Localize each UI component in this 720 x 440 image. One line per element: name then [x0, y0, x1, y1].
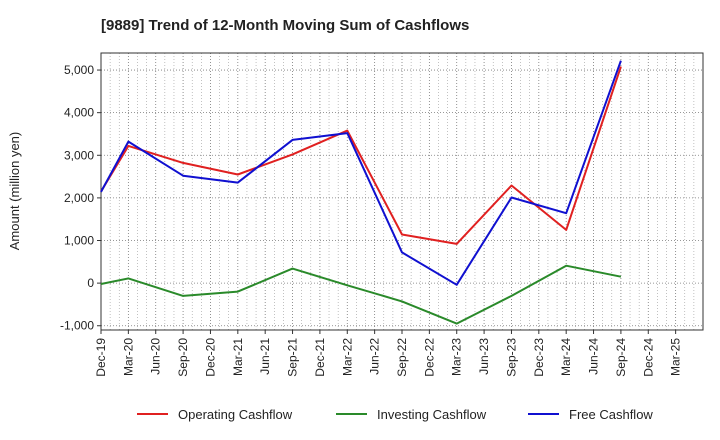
- x-tick-label: Dec-22: [422, 338, 436, 377]
- x-tick-label: Jun-24: [587, 338, 601, 375]
- y-tick-label: 0: [87, 276, 94, 290]
- y-tick-label: 1,000: [64, 234, 94, 248]
- y-tick-label: 3,000: [64, 148, 94, 162]
- x-tick-label: Jun-23: [477, 338, 491, 375]
- x-tick-label: Dec-24: [641, 338, 655, 377]
- x-tick-label: Sep-20: [176, 338, 190, 377]
- x-tick-label: Mar-23: [450, 338, 464, 376]
- x-tick-label: Mar-21: [231, 338, 245, 376]
- x-tick-label: Mar-20: [121, 338, 135, 376]
- legend-label: Free Cashflow: [569, 407, 653, 422]
- y-tick-label: 5,000: [64, 63, 94, 77]
- x-tick-label: Mar-25: [669, 338, 683, 376]
- x-tick-label: Jun-22: [368, 338, 382, 375]
- x-tick-label: Mar-24: [559, 338, 573, 376]
- x-tick-label: Dec-19: [94, 338, 108, 377]
- x-tick-label: Sep-23: [504, 338, 518, 377]
- x-tick-label: Jun-21: [258, 338, 272, 375]
- y-tick-label: -1,000: [60, 319, 94, 333]
- legend-label: Operating Cashflow: [178, 407, 293, 422]
- chart-title: [9889] Trend of 12-Month Moving Sum of C…: [101, 17, 469, 34]
- x-tick-label: Jun-20: [149, 338, 163, 375]
- y-axis-label: Amount (million yen): [7, 132, 22, 251]
- grid-lines: [101, 53, 703, 330]
- x-tick-label: Sep-24: [614, 338, 628, 377]
- x-tick-label: Dec-20: [203, 338, 217, 377]
- legend-label: Investing Cashflow: [377, 407, 487, 422]
- series-line-investing-cashflow: [100, 264, 622, 325]
- x-tick-label: Mar-22: [340, 338, 354, 376]
- y-tick-label: 2,000: [64, 191, 94, 205]
- x-tick-label: Dec-21: [313, 338, 327, 377]
- series-line-operating-cashflow: [100, 66, 622, 245]
- y-tick-label: 4,000: [64, 106, 94, 120]
- x-tick-label: Sep-21: [286, 338, 300, 377]
- series-line-free-cashflow: [100, 60, 622, 286]
- x-tick-label: Sep-22: [395, 338, 409, 377]
- axes: -1,000 0 1,000 2,000 3,000 4,000 5,000 Dec-19 Ma…: [60, 52, 704, 377]
- x-tick-label: Dec-23: [532, 338, 546, 377]
- series-lines: [100, 60, 622, 325]
- legend: Operating Cashflow Investing Cashflow Free…: [137, 407, 653, 422]
